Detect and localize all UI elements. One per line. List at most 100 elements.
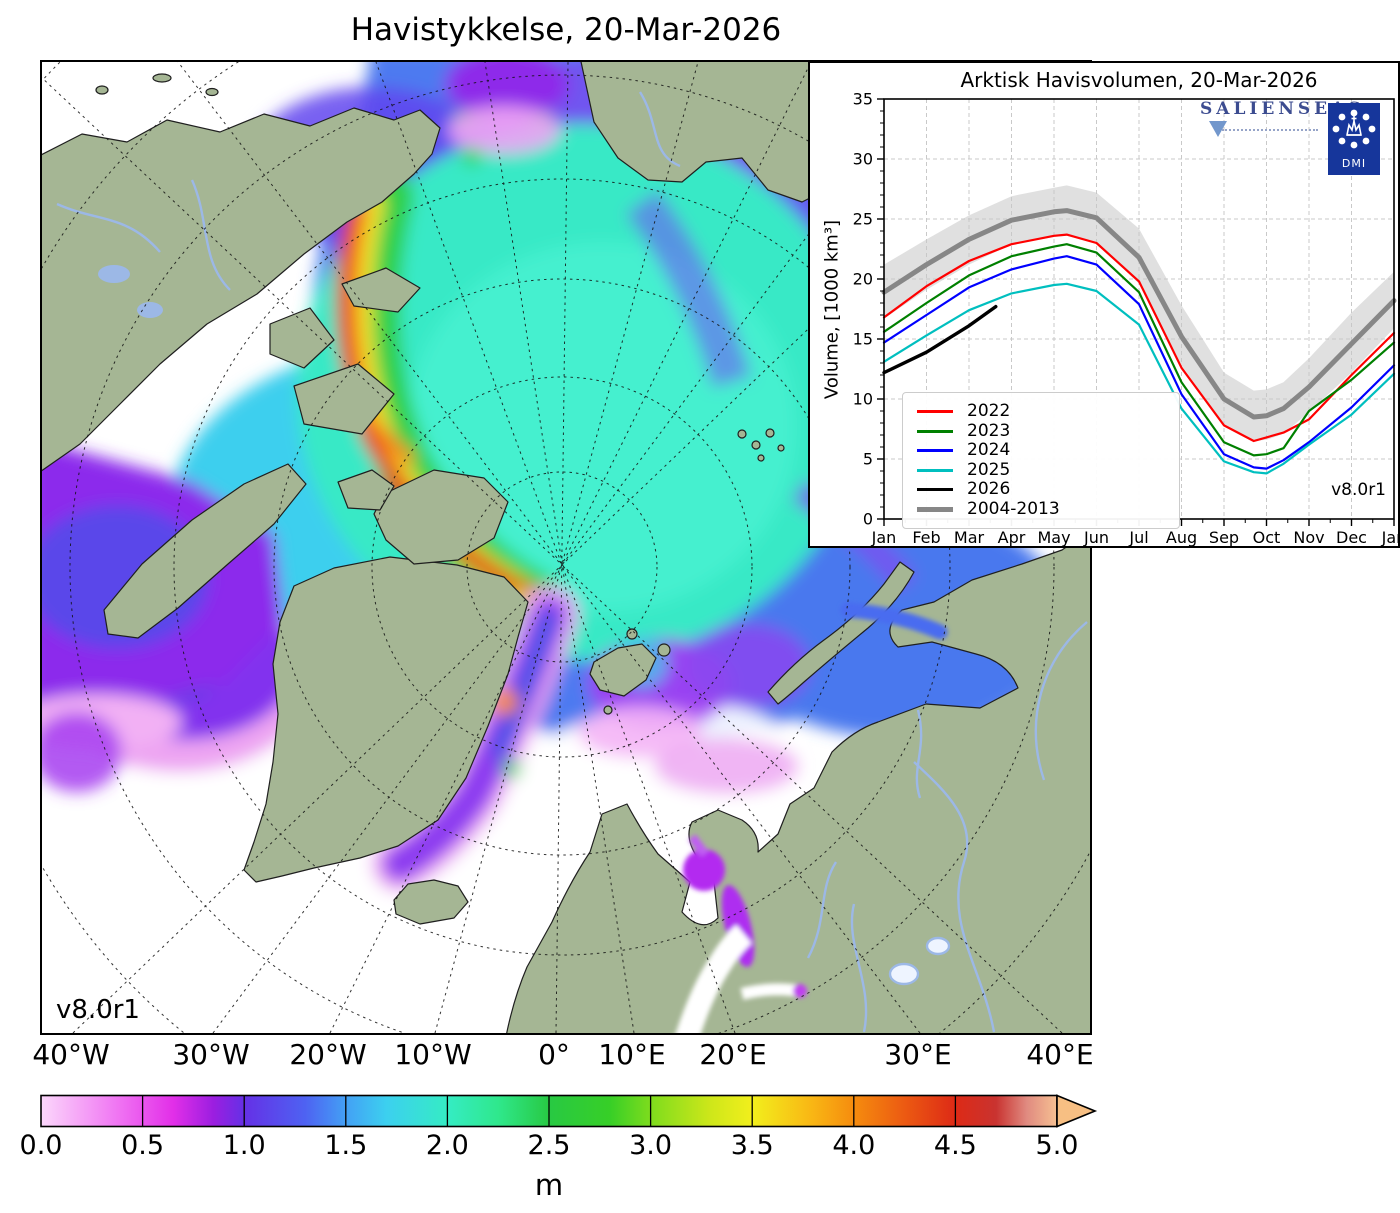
x-tick-label: Jul — [1128, 528, 1148, 546]
legend-entry-2024: 2024 — [917, 441, 1165, 461]
dmi-logo-text: DMI — [1341, 157, 1367, 170]
y-tick-label: 20 — [853, 270, 873, 289]
colorbar-arrow — [1056, 1094, 1098, 1128]
series-line-2023 — [882, 243, 1396, 457]
salienseas-tagline — [1222, 129, 1318, 131]
longitude-tick-label: 30°W — [172, 1038, 250, 1071]
legend-line-sample — [917, 488, 953, 492]
legend-entry-2022: 2022 — [917, 402, 1165, 422]
legend-line-sample — [917, 468, 953, 472]
figure-title: Havistykkelse, 20-Mar-2026 — [350, 12, 782, 48]
land-island — [657, 643, 671, 657]
series-line-2004-2013 — [881, 208, 1397, 420]
colorbar-tick-label: 4.5 — [933, 1130, 977, 1161]
legend-line-sample — [917, 506, 953, 512]
longitude-tick-label: 10°W — [394, 1038, 472, 1071]
x-tick-label: Nov — [1293, 528, 1324, 546]
y-tick-label: 35 — [853, 90, 873, 109]
thickness-colorbar — [40, 1094, 1098, 1128]
series-line-2024 — [882, 255, 1396, 470]
colorbar-tick-label: 5.0 — [1035, 1130, 1079, 1161]
y-tick-label: 25 — [853, 210, 873, 229]
series-line-2026 — [882, 304, 998, 375]
colorbar-tick-label: 2.5 — [527, 1130, 571, 1161]
landmasses — [42, 62, 1090, 1033]
legend-entry-2004-2013: 2004-2013 — [917, 500, 1165, 520]
x-tick-label: Jun — [1083, 528, 1109, 546]
colorbar-tick-label: 3.0 — [629, 1130, 673, 1161]
rivers — [56, 91, 1088, 1033]
land-franz-josef — [751, 440, 761, 450]
colorbar-tick-label: 0.5 — [121, 1130, 165, 1161]
legend-label: 2022 — [967, 401, 1011, 422]
legend-entry-2023: 2023 — [917, 422, 1165, 442]
colorbar-tick-label: 3.5 — [730, 1130, 774, 1161]
legend-entry-2025: 2025 — [917, 461, 1165, 481]
longitude-tick-label: 20°E — [699, 1038, 767, 1071]
legend-line-sample — [917, 410, 953, 414]
x-tick-label: Feb — [912, 528, 940, 546]
chart-plot: JanFebMarAprMayJunJulAugSepOctNovDecJan0… — [853, 90, 1400, 548]
x-tick-label: Jan — [1381, 528, 1398, 546]
salienseas-logo: SALIENSEAS — [1200, 99, 1365, 119]
band-2004-2013 — [884, 185, 1394, 441]
x-tick-label: Apr — [998, 528, 1026, 546]
longitude-tick-label: 0° — [538, 1038, 570, 1071]
chart-title: Arktisk Havisvolumen, 20-Mar-2026 — [960, 68, 1318, 92]
series-line-2025 — [882, 282, 1396, 475]
y-tick-label: 15 — [853, 330, 873, 349]
map-version-label: v8.0r1 — [56, 995, 140, 1025]
legend-line-sample — [917, 429, 953, 433]
legend-line-sample — [917, 449, 953, 453]
land-north-america — [42, 107, 441, 472]
x-tick-label: Oct — [1253, 528, 1281, 546]
x-tick-label: Mar — [954, 528, 985, 546]
y-tick-label: 30 — [853, 150, 873, 169]
land-novaya-zemlya — [767, 561, 915, 705]
colorbar-tick-label: 2.0 — [425, 1130, 469, 1161]
land-franz-josef — [765, 428, 775, 438]
land-island — [95, 85, 109, 95]
land-island — [152, 73, 172, 83]
series-line-2022 — [882, 233, 1396, 443]
volume-chart-panel: Arktisk Havisvolumen, 20-Mar-2026 Volume… — [808, 61, 1400, 548]
longitude-tick-label: 10°E — [598, 1038, 666, 1071]
colorbar-tick-label: 0.0 — [19, 1130, 63, 1161]
land-franz-josef — [777, 444, 785, 452]
land-svalbard — [589, 643, 657, 697]
land-devon — [337, 469, 395, 511]
colorbar-unit-label: m — [534, 1168, 564, 1202]
graticule — [42, 62, 1090, 1033]
y-tick-label: 10 — [853, 390, 873, 409]
colorbar-tick-label: 1.0 — [222, 1130, 266, 1161]
salienseas-iceberg-icon — [1209, 121, 1227, 137]
x-tick-label: Jan — [871, 528, 897, 546]
land-ellesmere — [373, 469, 509, 565]
chart-y-axis-label: Volume, [1000 km³] — [821, 219, 843, 400]
land-franz-josef — [757, 454, 765, 462]
longitude-tick-label: 40°W — [32, 1038, 110, 1071]
land-island — [205, 87, 219, 97]
legend-label: 2025 — [967, 459, 1011, 480]
x-tick-label: May — [1037, 528, 1070, 546]
colorbar-tick-label: 1.5 — [324, 1130, 368, 1161]
legend-label: 2024 — [967, 440, 1011, 461]
legend-label: 2023 — [967, 420, 1011, 441]
longitude-tick-label: 20°W — [289, 1038, 367, 1071]
longitude-tick-label: 30°E — [884, 1038, 952, 1071]
x-tick-label: Sep — [1209, 528, 1239, 546]
land-iceland — [393, 879, 469, 925]
y-tick-label: 0 — [863, 510, 873, 529]
land-greenland — [243, 556, 529, 883]
land-russia-scandinavia — [506, 529, 1090, 1033]
legend-label: 2026 — [967, 479, 1011, 500]
legend-label: 2004-2013 — [967, 498, 1060, 519]
land-island — [626, 628, 638, 640]
land-baffin — [103, 463, 307, 639]
legend-entry-2026: 2026 — [917, 480, 1165, 500]
longitude-tick-label: 40°E — [1026, 1038, 1094, 1071]
land-island — [603, 705, 613, 715]
land-franz-josef — [737, 429, 747, 439]
land-victoria — [293, 363, 395, 435]
